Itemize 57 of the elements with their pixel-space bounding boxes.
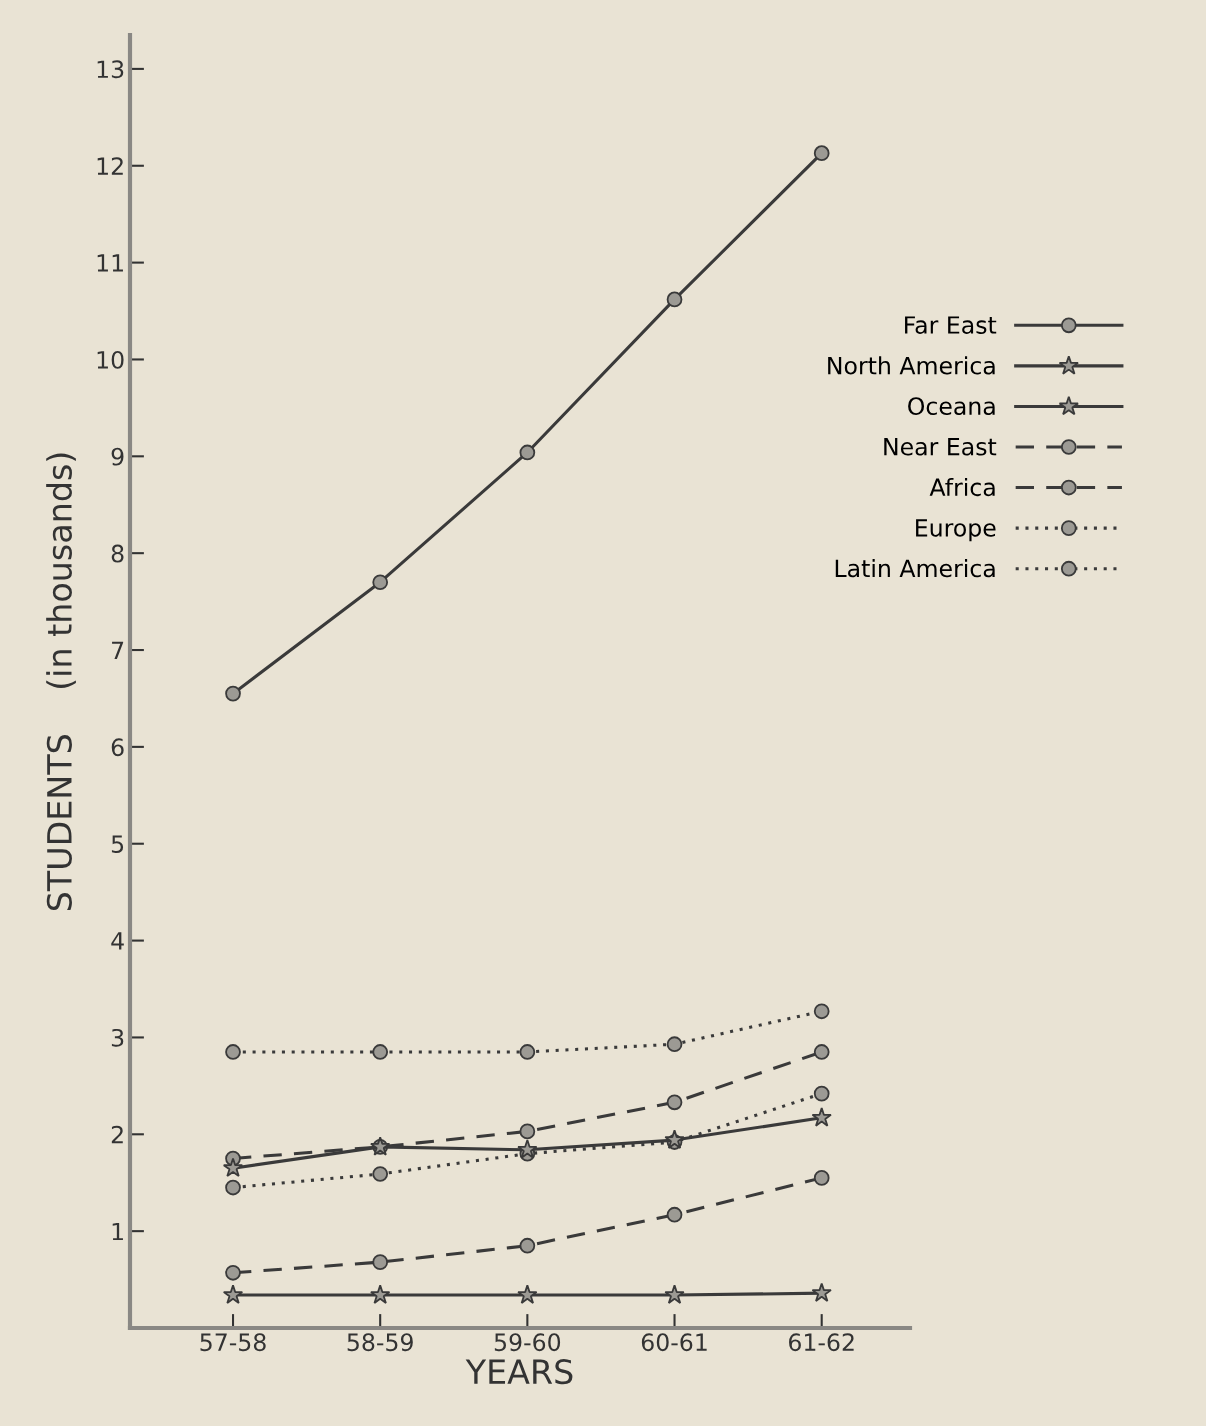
point: [664, 1284, 685, 1304]
legend-label: Oceana: [908, 397, 995, 416]
legend-label: Africa: [929, 477, 995, 497]
point: [813, 1170, 830, 1186]
point: [222, 1157, 244, 1177]
y-tick-label: 10: [97, 350, 124, 369]
point: [813, 1003, 830, 1020]
x-tick-label: 61-62: [789, 1333, 854, 1352]
legend-label: Latin America: [835, 559, 995, 578]
point: [372, 1044, 389, 1060]
point: [519, 1044, 536, 1060]
y-axis-title: STUDENTS (in thousands): [46, 453, 76, 911]
point: [813, 1044, 830, 1060]
y-tick-label: 9: [111, 447, 124, 466]
y-tick-label: 7: [112, 641, 124, 659]
point: [372, 574, 389, 591]
point: [666, 291, 683, 308]
point: [370, 1284, 391, 1304]
point: [225, 1264, 241, 1281]
y-tick-label: 11: [97, 254, 123, 272]
point: [664, 1129, 685, 1149]
point: [666, 1036, 683, 1053]
y-tick-label: 8: [111, 544, 124, 563]
x-tick-label: 58-59: [347, 1333, 413, 1352]
point: [222, 1284, 244, 1304]
point: [666, 1094, 683, 1111]
point: [811, 1107, 832, 1127]
y-tick-label: 13: [97, 60, 124, 79]
y-tick-label: 3: [111, 1028, 124, 1047]
point: [519, 444, 536, 461]
y-tick-label: 4: [111, 932, 124, 950]
point: [519, 1237, 536, 1254]
point: [811, 1282, 832, 1302]
point: [519, 1123, 536, 1140]
point: [666, 1206, 683, 1223]
point: [225, 1044, 241, 1060]
legend-label: Far East: [905, 316, 997, 334]
point: [813, 145, 830, 162]
legend-label: Near East: [884, 438, 997, 456]
y-tick-label: 1: [112, 1222, 123, 1241]
y-tick-label: 5: [111, 835, 124, 854]
x-axis-title: YEARS: [465, 1359, 573, 1385]
point: [813, 1085, 830, 1102]
y-tick-label: 12: [97, 157, 123, 175]
y-tick-label: 2: [111, 1125, 123, 1144]
x-tick-label: 59-60: [494, 1333, 561, 1352]
legend-label: Europe: [916, 519, 996, 542]
x-tick-label: 57-58: [200, 1333, 266, 1352]
y-tick-label: 6: [111, 738, 124, 757]
point: [372, 1166, 389, 1182]
point: [225, 1179, 241, 1196]
point: [517, 1284, 538, 1304]
point: [517, 1139, 538, 1159]
legend-label: North America: [828, 356, 995, 375]
point: [372, 1254, 389, 1270]
point: [225, 685, 241, 702]
x-tick-label: 60-61: [641, 1333, 707, 1352]
